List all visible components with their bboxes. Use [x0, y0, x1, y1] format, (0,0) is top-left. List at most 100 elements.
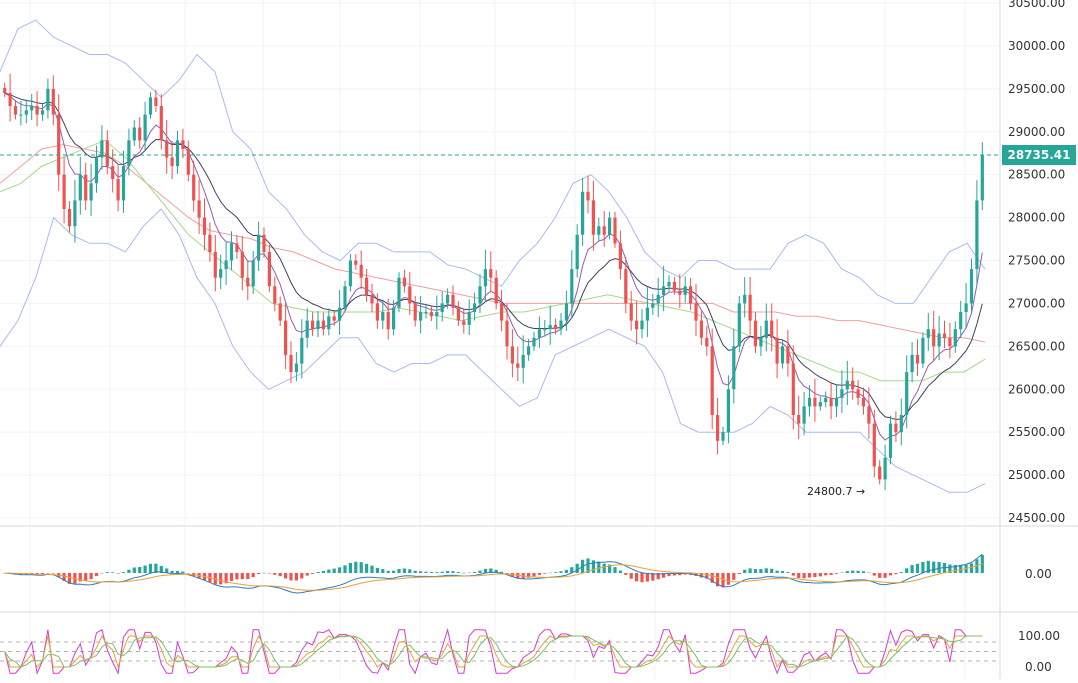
macd-histogram-bar — [429, 572, 433, 573]
indicator-lines — [0, 19, 986, 493]
candle-body — [67, 209, 72, 227]
macd-histogram-bar — [143, 565, 147, 573]
macd-histogram-bar — [413, 570, 417, 573]
candle-body — [629, 303, 633, 321]
candle-body — [419, 312, 423, 321]
candle-body — [915, 354, 920, 364]
macd-histogram-bar — [267, 573, 271, 574]
candle-body — [94, 157, 99, 184]
candle-body — [591, 200, 595, 235]
macd-histogram-bar — [748, 568, 752, 573]
macd-histogram-bar — [910, 565, 914, 573]
macd-histogram-bar — [797, 573, 801, 578]
macd-histogram-bar — [257, 573, 261, 574]
macd-histogram-bar — [824, 573, 828, 576]
candle-body — [667, 282, 671, 287]
macd-histogram-bar — [165, 568, 169, 573]
macd-histogram-bar — [67, 573, 72, 584]
macd-histogram-bar — [608, 564, 612, 573]
candle-body — [861, 397, 866, 407]
macd-histogram-bar — [478, 570, 482, 573]
price-tick-label: 28000.00 — [1008, 211, 1065, 225]
candle-body — [521, 354, 525, 368]
candle-body — [959, 312, 963, 330]
candle-body — [548, 324, 552, 330]
candle-body — [527, 346, 531, 355]
candle-body — [759, 337, 763, 347]
price-tick-label: 30000.00 — [1008, 39, 1065, 53]
candle-body — [262, 234, 266, 252]
candle-body — [294, 363, 298, 373]
macd-histogram-bar — [791, 573, 795, 576]
macd-histogram-bar — [235, 573, 239, 580]
candle-body — [910, 354, 914, 373]
candle-body — [743, 294, 747, 304]
macd-histogram-bar — [451, 571, 455, 573]
macd-histogram-bar — [229, 573, 234, 581]
candle-body — [559, 320, 563, 330]
candle-body — [532, 337, 536, 347]
candle-body — [516, 363, 520, 368]
macd-histogram-bar — [602, 563, 606, 573]
macd-histogram-bar — [402, 568, 406, 573]
macd-histogram-bar — [284, 573, 288, 579]
candle-body — [273, 286, 277, 304]
candle-body — [8, 93, 12, 106]
macd-histogram-bar — [424, 571, 428, 573]
price-tick-label: 25000.00 — [1008, 468, 1065, 482]
macd-histogram-bar — [321, 571, 325, 573]
candle-body — [721, 432, 725, 441]
macd-histogram-bar — [240, 573, 244, 580]
macd-histogram-bar — [953, 565, 957, 573]
candle-body — [813, 397, 817, 407]
macd-histogram-bar — [743, 569, 747, 573]
candle-body — [969, 269, 974, 304]
macd-histogram-bar — [759, 569, 763, 573]
candle-body — [678, 290, 682, 295]
candle-body — [829, 397, 833, 407]
macd-histogram-bar — [489, 568, 493, 573]
candle-body — [78, 174, 82, 201]
candle-body — [473, 303, 477, 312]
candle-body — [51, 88, 55, 115]
macd-histogram-bar — [613, 567, 617, 573]
candle-body — [413, 303, 417, 321]
macd-histogram-bar — [381, 569, 385, 573]
macd-histogram-bar — [300, 573, 304, 579]
candle-body — [175, 140, 180, 166]
macd-histogram-bar — [181, 571, 185, 573]
candle-body — [202, 217, 207, 235]
candle-body — [807, 397, 812, 407]
macd-histogram-bar — [148, 563, 153, 573]
macd-histogram-bar — [219, 573, 223, 585]
bollinger-lower-line — [0, 208, 986, 493]
macd-histogram-bar — [899, 572, 903, 573]
macd-histogram-bar — [575, 563, 579, 573]
candle-body — [505, 320, 509, 347]
candle-body — [575, 234, 579, 270]
price-tick-label: 25500.00 — [1008, 425, 1065, 439]
price-tick-label: 27500.00 — [1008, 254, 1065, 268]
macd-histogram-bar — [959, 564, 963, 573]
candle-body — [402, 277, 406, 287]
macd-histogram-bar — [861, 571, 866, 573]
candle-body — [694, 303, 698, 321]
macd-histogram-bar — [980, 555, 984, 573]
macd-histogram-bar — [305, 573, 309, 576]
candle-body — [57, 114, 61, 175]
candle-body — [537, 329, 541, 338]
price-tick-label: 30500.00 — [1008, 0, 1065, 10]
candle-body — [764, 320, 768, 338]
candle-body — [856, 389, 860, 398]
candle-body — [597, 226, 601, 235]
candle-body — [73, 200, 77, 227]
candle-body — [564, 303, 568, 321]
macd-histogram-bar — [316, 572, 320, 573]
candle-body — [748, 294, 752, 321]
candle-body — [894, 423, 898, 433]
candle-body — [267, 251, 271, 287]
candle-body — [932, 329, 936, 347]
candle-body — [19, 114, 23, 116]
